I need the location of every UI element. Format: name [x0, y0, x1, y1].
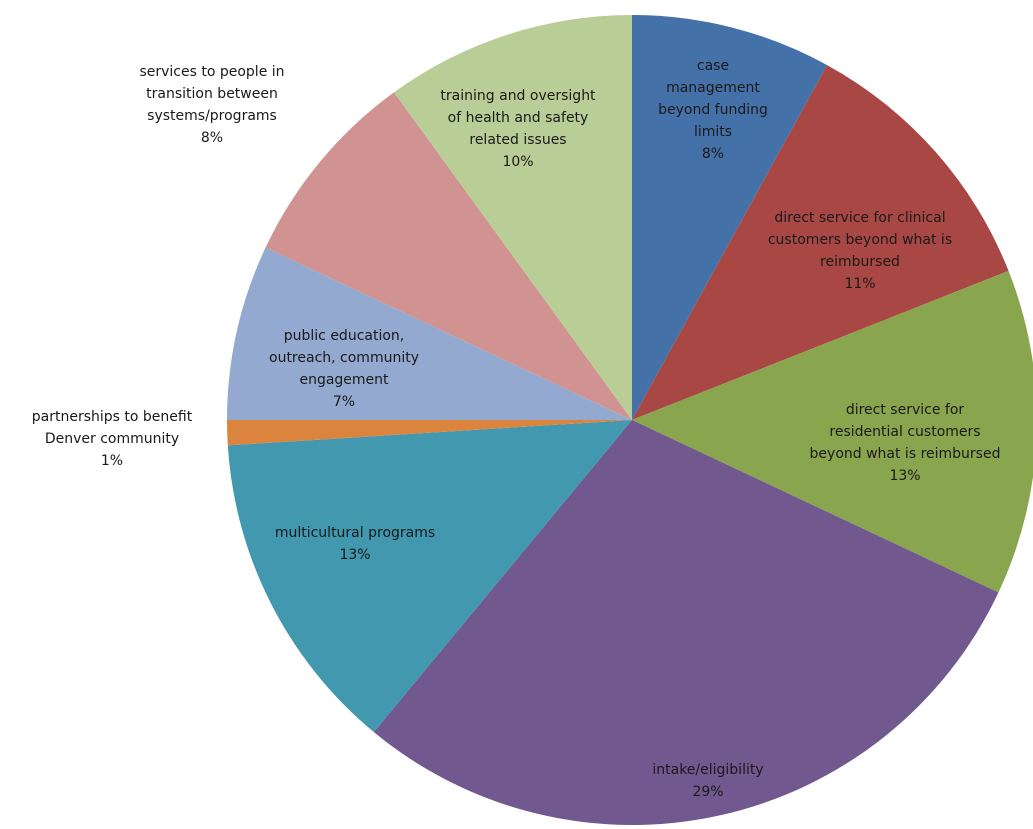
slice-percent: 8%: [702, 146, 724, 162]
slice-percent: 13%: [889, 468, 920, 484]
slice-label: direct service for residential customers b…: [810, 402, 1001, 484]
slice-label-line: of health and safety: [448, 110, 589, 126]
slice-label-line: management: [666, 80, 760, 96]
slice-label-line: Denver community: [45, 431, 179, 447]
slice-label-line: engagement: [299, 372, 389, 388]
slice-label-line: partnerships to benefit: [32, 409, 193, 425]
slice-label-line: limits: [694, 124, 732, 140]
slice-label: multicultural programs 13%: [275, 525, 435, 563]
slice-label-line: public education,: [284, 328, 405, 344]
slice-label: partnerships to benefit Denver community 1…: [32, 409, 193, 469]
slice-label: services to people in transition between s…: [139, 64, 284, 146]
pie-labels: case management beyond funding limits 8% dire…: [32, 58, 1001, 800]
slice-label-line: residential customers: [829, 424, 980, 440]
slice-label-line: services to people in: [139, 64, 284, 80]
pie-slice: [373, 420, 999, 825]
slice-label: public education, outreach, community enga…: [269, 328, 419, 410]
slice-percent: 10%: [502, 154, 533, 170]
slice-percent: 13%: [339, 547, 370, 563]
slice-label-line: case: [697, 58, 729, 74]
slice-percent: 7%: [333, 394, 355, 410]
slice-label-line: beyond what is reimbursed: [810, 446, 1001, 462]
slice-label-line: systems/programs: [147, 108, 277, 124]
slice-label-line: customers beyond what is: [768, 232, 952, 248]
pie-slice: [632, 270, 1033, 593]
slice-label-line: direct service for clinical: [774, 210, 945, 226]
slice-percent: 29%: [692, 784, 723, 800]
slice-label-line: reimbursed: [820, 254, 900, 270]
slice-label-line: beyond funding: [658, 102, 768, 118]
pie-slice: [227, 420, 632, 733]
slice-label: training and oversight of health and safe…: [440, 88, 596, 170]
slice-label-line: intake/eligibility: [652, 762, 763, 778]
slice-label-line: related issues: [469, 132, 566, 148]
slice-label: case management beyond funding limits 8%: [658, 58, 768, 162]
pie-slices: [227, 15, 1033, 825]
slice-label-line: transition between: [146, 86, 278, 102]
slice-percent: 1%: [101, 453, 123, 469]
slice-percent: 8%: [201, 130, 223, 146]
slice-label: intake/eligibility 29%: [652, 762, 763, 800]
pie-slice: [393, 15, 632, 420]
slice-percent: 11%: [844, 276, 875, 292]
pie-slice: [227, 420, 632, 446]
pie-slice: [632, 65, 1009, 420]
slice-label: direct service for clinical customers bey…: [768, 210, 952, 292]
slice-label-line: outreach, community: [269, 350, 419, 366]
slice-label-line: multicultural programs: [275, 525, 435, 541]
pie-slice: [265, 92, 632, 420]
slice-label-line: training and oversight: [440, 88, 596, 104]
pie-slice: [632, 15, 828, 420]
pie-slice: [227, 247, 632, 420]
slice-label-line: direct service for: [846, 402, 965, 418]
